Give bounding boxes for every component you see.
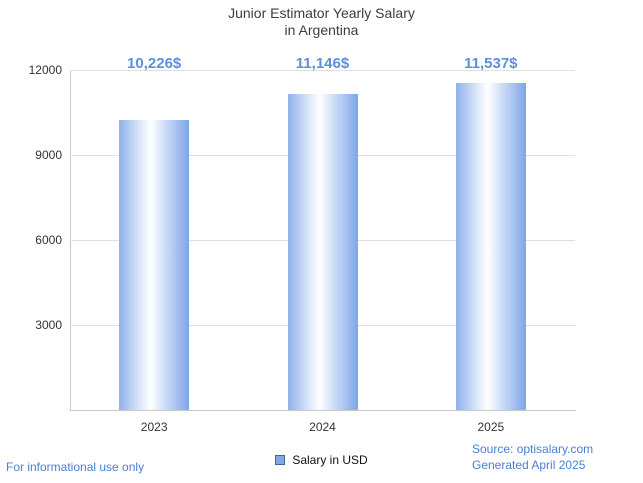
x-axis-category-label: 2024 [309, 420, 336, 434]
chart-title-line2: in Argentina [284, 22, 359, 38]
chart-title-line1: Junior Estimator Yearly Salary [228, 5, 415, 21]
x-axis-category-label: 2025 [477, 420, 505, 434]
generated-text: Generated April 2025 [472, 458, 586, 472]
source-block: Source: optisalary.com Generated April 2… [472, 441, 593, 473]
legend-swatch-icon [275, 455, 286, 465]
bar-value-label: 10,226$ [127, 55, 182, 72]
bar-2023 [119, 120, 190, 410]
disclaimer-text: For informational use only [6, 460, 145, 474]
legend: Salary in USD [0, 453, 643, 467]
x-axis-category-label: 2023 [140, 420, 168, 434]
y-axis-tick-label: 3000 [35, 318, 62, 332]
y-gridline [70, 70, 575, 71]
legend-label: Salary in USD [292, 453, 368, 467]
y-axis-tick-label: 9000 [35, 148, 62, 162]
bar-2025 [455, 83, 526, 410]
bar-2024 [287, 94, 358, 410]
source-text: Source: optisalary.com [472, 442, 594, 456]
bar-value-label: 11,537$ [464, 55, 518, 72]
chart-title: Junior Estimator Yearly Salary in Argent… [0, 5, 643, 39]
bar-value-label: 11,146$ [295, 55, 350, 72]
y-axis-tick-label: 12000 [28, 63, 62, 77]
y-axis-tick-label: 6000 [35, 233, 62, 247]
